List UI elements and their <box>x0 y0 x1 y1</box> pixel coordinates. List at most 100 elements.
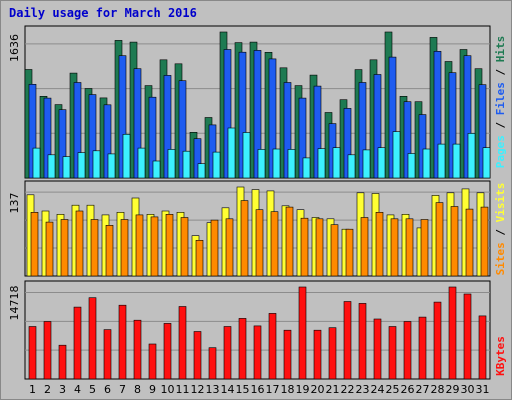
legend-visits-sites: Sites / Visits <box>494 183 507 276</box>
bar-sites-day-9 <box>150 216 159 277</box>
x-tick-day-19: 19 <box>296 383 310 396</box>
x-tick-day-23: 23 <box>356 383 370 396</box>
bar-sites-day-29 <box>450 206 459 277</box>
bar-sites-day-10 <box>165 214 174 277</box>
bar-kbytes-day-31 <box>478 315 487 380</box>
bar-files-day-31 <box>478 84 487 179</box>
x-tick-day-15: 15 <box>236 383 250 396</box>
bar-sites-day-3 <box>60 219 69 277</box>
bar-files-day-8 <box>133 68 142 179</box>
bar-kbytes-day-24 <box>373 318 382 380</box>
bar-pages-day-1 <box>32 147 41 179</box>
bar-files-day-26 <box>403 101 412 179</box>
bar-kbytes-day-23 <box>358 303 367 380</box>
x-tick-day-25: 25 <box>386 383 400 396</box>
y-max-label: 14718 <box>8 286 21 321</box>
bar-sites-day-26 <box>405 218 414 277</box>
bar-files-day-23 <box>358 82 367 179</box>
bar-kbytes-day-27 <box>418 316 427 380</box>
x-tick-day-4: 4 <box>74 383 81 396</box>
x-tick-day-5: 5 <box>89 383 96 396</box>
legend-hits-files-pages: Pages / Files / Hits <box>494 36 507 169</box>
bar-kbytes-day-26 <box>403 321 412 380</box>
bar-files-day-28 <box>433 50 442 179</box>
x-tick-day-17: 17 <box>266 383 280 396</box>
bar-pages-day-2 <box>47 154 56 179</box>
bar-kbytes-day-17 <box>268 313 277 380</box>
x-tick-day-9: 9 <box>149 383 156 396</box>
bar-pages-day-19 <box>302 157 311 179</box>
bar-files-day-10 <box>163 75 172 179</box>
bar-pages-day-11 <box>182 150 191 179</box>
x-tick-day-1: 1 <box>29 383 36 396</box>
bar-pages-day-26 <box>407 153 416 179</box>
bar-files-day-17 <box>268 58 277 179</box>
bar-kbytes-day-2 <box>43 321 52 380</box>
bar-sites-day-20 <box>315 218 324 277</box>
bar-sites-day-25 <box>390 218 399 277</box>
legend-sites: Sites <box>494 242 507 275</box>
bar-files-day-20 <box>313 85 322 179</box>
bar-kbytes-day-30 <box>463 293 472 380</box>
bar-sites-day-17 <box>270 211 279 277</box>
x-tick-day-29: 29 <box>446 383 460 396</box>
bar-files-day-29 <box>448 72 457 179</box>
bar-files-day-15 <box>238 51 247 179</box>
x-tick-day-2: 2 <box>44 383 51 396</box>
x-tick-day-8: 8 <box>134 383 141 396</box>
x-tick-day-6: 6 <box>104 383 111 396</box>
bar-pages-day-8 <box>137 147 146 179</box>
x-tick-day-11: 11 <box>176 383 190 396</box>
bar-pages-day-30 <box>467 133 476 179</box>
bar-kbytes-day-13 <box>208 347 217 380</box>
legend-visits: Visits <box>494 183 507 223</box>
x-tick-day-22: 22 <box>341 383 355 396</box>
y-max-label: 1636 <box>8 34 21 62</box>
bar-files-day-12 <box>193 138 202 179</box>
bar-pages-day-29 <box>452 143 461 179</box>
bar-pages-day-4 <box>77 152 86 179</box>
bar-kbytes-day-8 <box>133 319 142 380</box>
x-tick-day-28: 28 <box>431 383 445 396</box>
bar-sites-day-30 <box>465 208 474 277</box>
bar-pages-day-23 <box>362 149 371 179</box>
bar-sites-day-14 <box>225 218 234 277</box>
y-max-label: 137 <box>8 193 21 214</box>
bar-sites-day-11 <box>180 217 189 277</box>
bar-sites-day-22 <box>345 228 354 277</box>
bar-pages-day-14 <box>227 127 236 179</box>
bar-sites-day-5 <box>90 219 99 277</box>
page-title: Daily usage for March 2016 <box>9 6 197 20</box>
bar-kbytes-day-21 <box>328 327 337 380</box>
x-tick-day-30: 30 <box>461 383 475 396</box>
bar-sites-day-24 <box>375 212 384 277</box>
bar-files-day-3 <box>58 109 67 179</box>
bar-sites-day-16 <box>255 209 264 277</box>
bar-files-day-25 <box>388 56 397 179</box>
bar-pages-day-20 <box>317 148 326 179</box>
bar-files-day-9 <box>148 96 157 179</box>
bar-sites-day-7 <box>120 219 129 277</box>
bar-kbytes-day-3 <box>58 344 67 380</box>
bar-pages-day-7 <box>122 134 131 179</box>
x-tick-day-27: 27 <box>416 383 430 396</box>
bar-sites-day-15 <box>240 200 249 277</box>
bar-kbytes-day-19 <box>298 286 307 380</box>
bar-kbytes-day-5 <box>88 297 97 380</box>
bar-kbytes-day-16 <box>253 325 262 380</box>
legend-kbytes: KBytes <box>494 336 507 376</box>
bar-pages-day-6 <box>107 153 116 179</box>
bar-files-day-7 <box>118 55 127 179</box>
bar-kbytes-day-20 <box>313 329 322 380</box>
bar-kbytes-day-28 <box>433 301 442 380</box>
bar-pages-day-25 <box>392 131 401 179</box>
bar-sites-day-13 <box>210 219 219 277</box>
bar-sites-day-8 <box>135 214 144 277</box>
x-tick-day-16: 16 <box>251 383 265 396</box>
bar-kbytes-day-10 <box>163 323 172 380</box>
bar-files-day-27 <box>418 114 427 179</box>
bar-files-day-14 <box>223 49 232 179</box>
x-tick-day-7: 7 <box>119 383 126 396</box>
x-tick-day-21: 21 <box>326 383 340 396</box>
